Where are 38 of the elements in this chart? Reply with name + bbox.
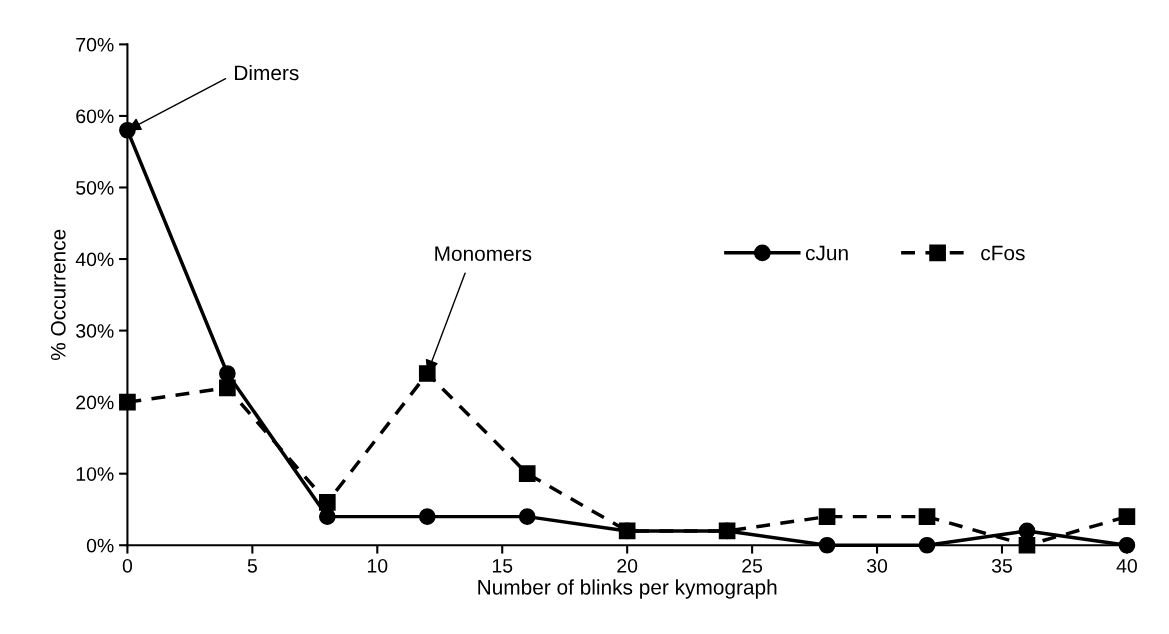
legend-label: cFos: [981, 245, 1025, 261]
point: [219, 379, 236, 397]
point: [418, 508, 436, 525]
y-tick-label: 30%: [76, 324, 114, 338]
x-tick-label: 25: [742, 558, 763, 573]
x-tick-label: 10: [367, 558, 388, 573]
point: [1118, 508, 1136, 525]
point: [1018, 536, 1036, 554]
point: [318, 493, 336, 511]
point: [518, 465, 536, 483]
x-tick-label: 5: [247, 559, 257, 573]
x-tick-label: 15: [492, 559, 513, 573]
point: [1118, 536, 1136, 554]
y-tick-label: 60%: [76, 109, 114, 124]
point: [918, 508, 936, 525]
x-tick-label: 40: [1116, 558, 1137, 573]
x-tick-label: 0: [122, 558, 133, 573]
annotation: Monomers: [435, 246, 532, 262]
point: [818, 536, 836, 554]
y-tick-label: 0%: [86, 538, 114, 553]
y-tick-label: 10%: [76, 467, 114, 481]
annotation: Dimers: [235, 64, 299, 81]
point: [918, 536, 936, 554]
point: [119, 393, 136, 411]
legend-label: cJun: [805, 245, 848, 261]
point: [618, 522, 636, 540]
y-tick-label: 70%: [76, 37, 114, 52]
y-tick-label: 20%: [76, 395, 114, 410]
x-tick-label: 20: [617, 558, 638, 573]
x-tick-label: 30: [866, 558, 888, 573]
point: [518, 508, 536, 525]
x-tick-label: 35: [991, 558, 1012, 573]
x-axis-title: Number of blinks per kymograph: [478, 579, 777, 599]
y-axis-title: % Occurrence: [50, 229, 66, 361]
y-tick-label: 50%: [76, 180, 114, 195]
point: [818, 508, 836, 525]
point: [718, 522, 736, 540]
y-tick-label: 40%: [75, 252, 114, 267]
